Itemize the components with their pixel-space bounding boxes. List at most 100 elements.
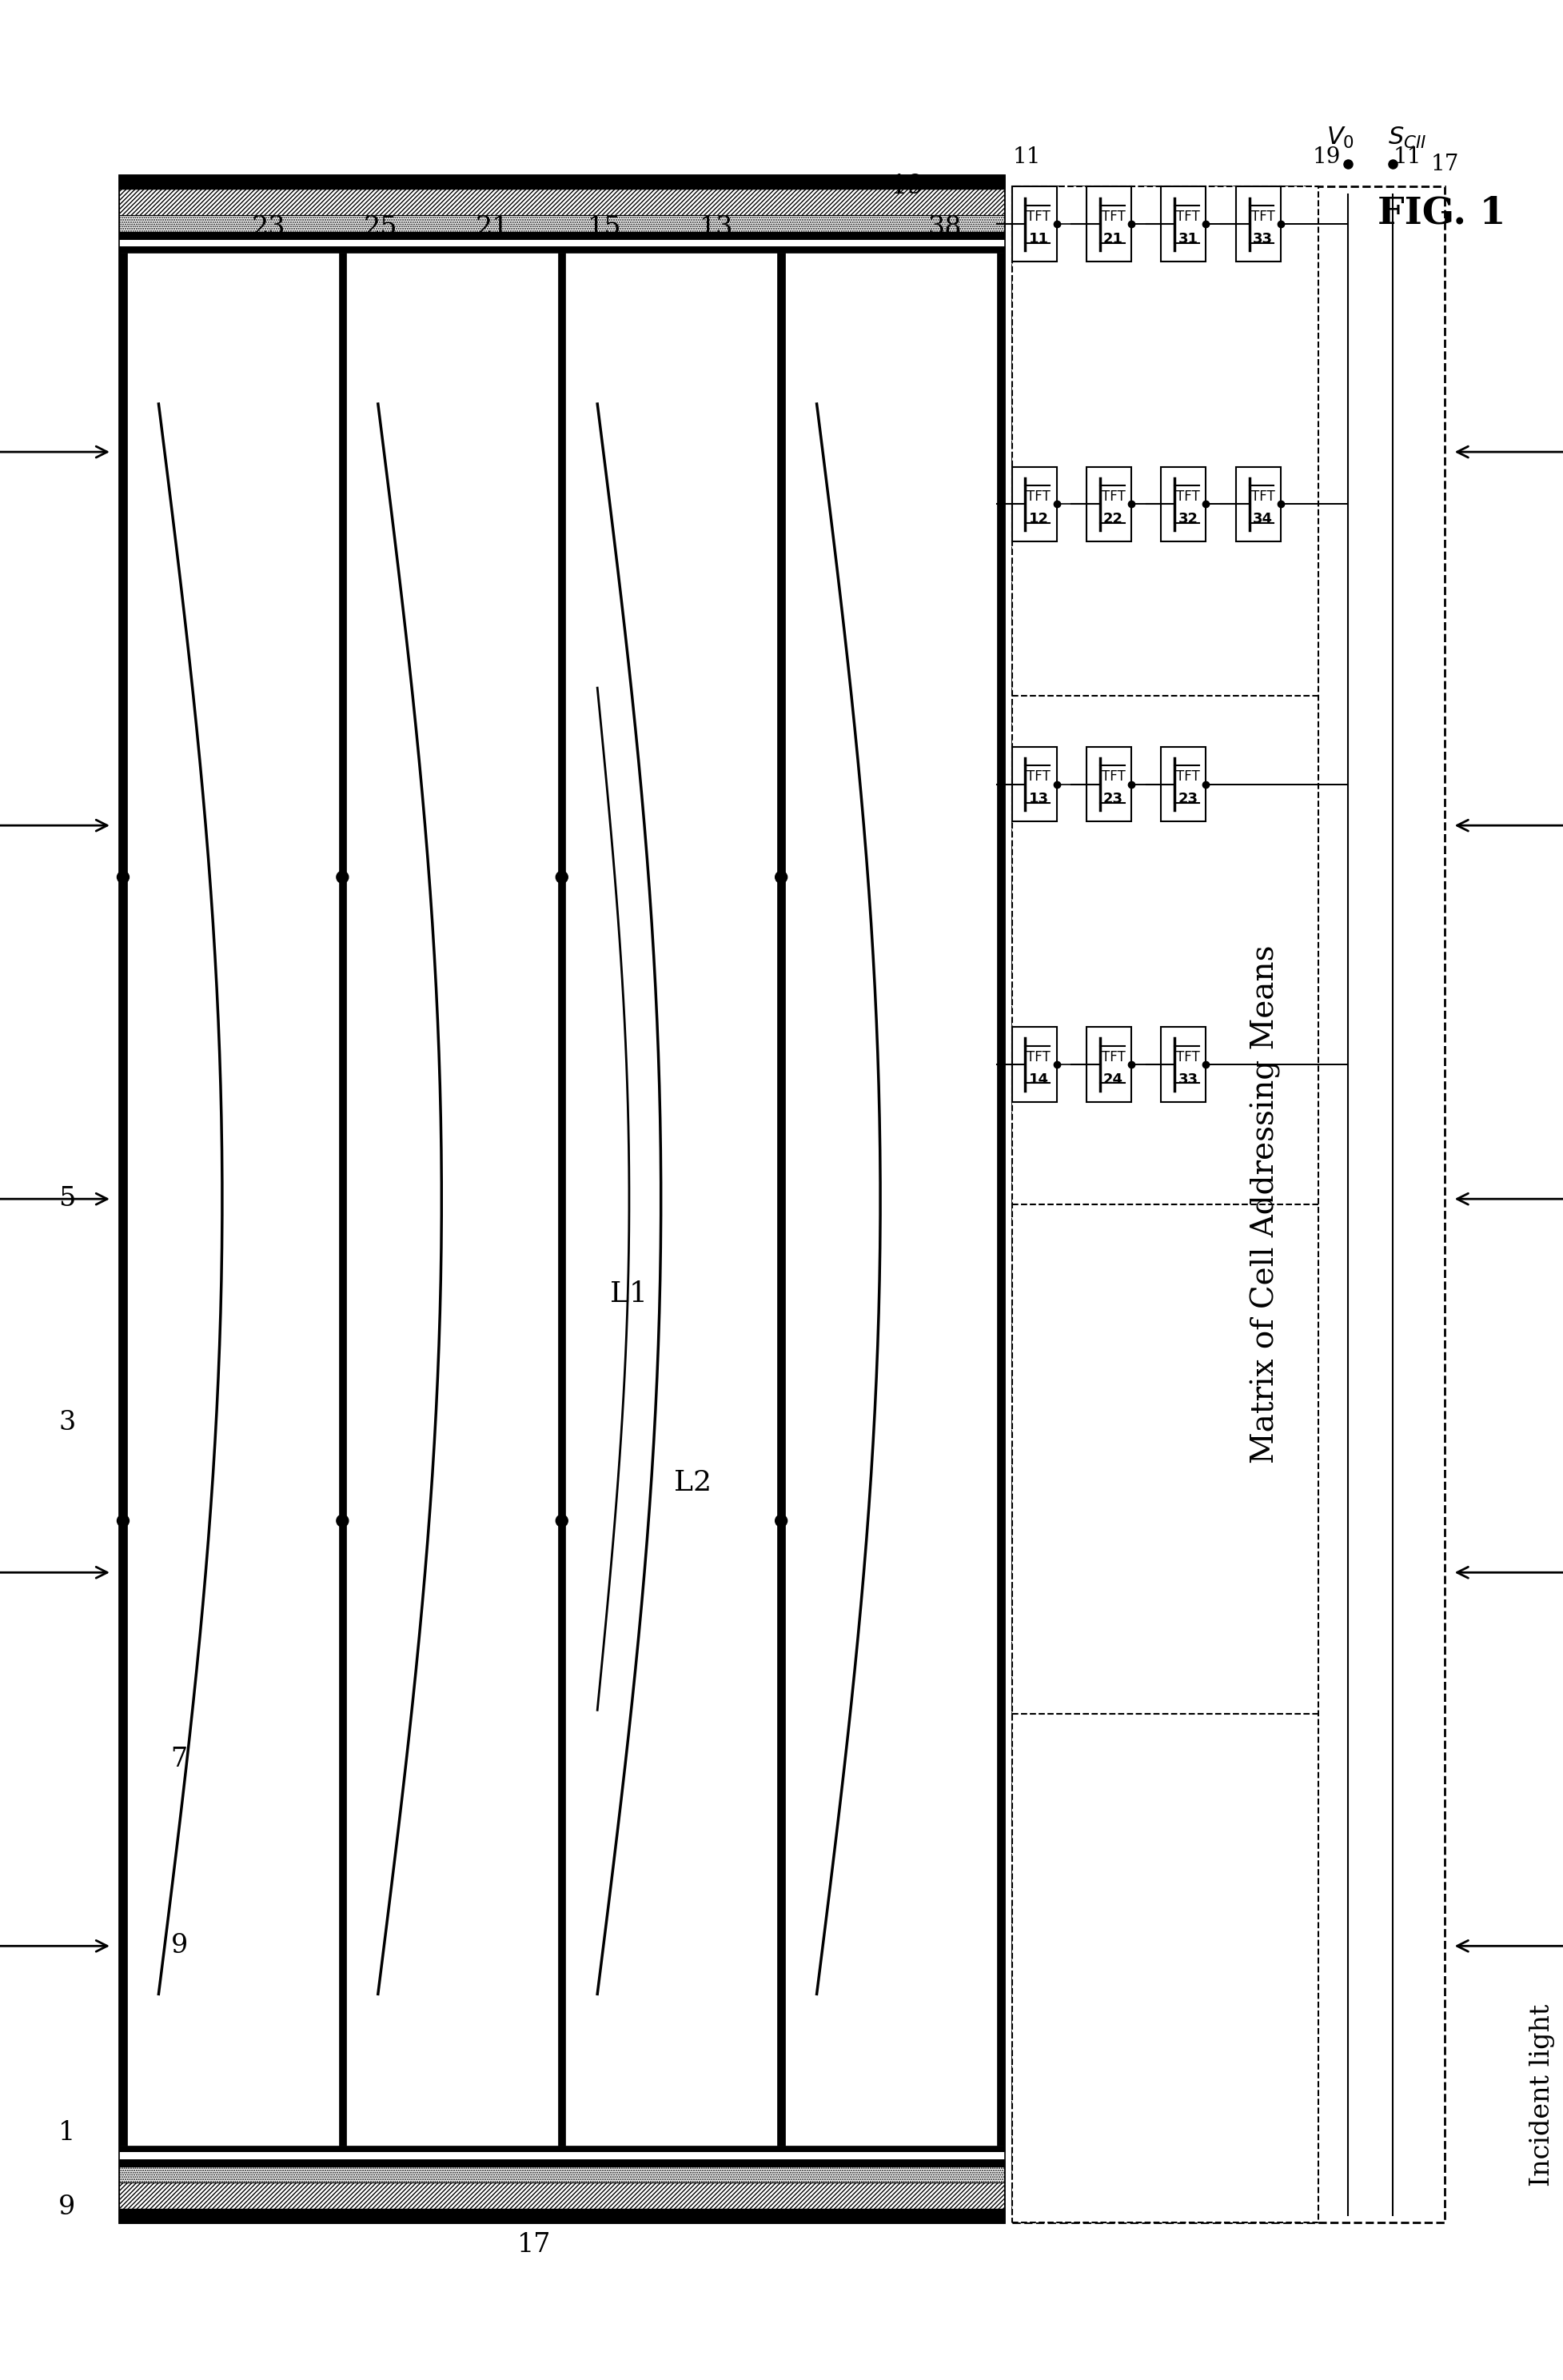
Text: TFT: TFT [1027,769,1050,783]
Bar [127,252,339,443]
Text: 33: 33 [1179,1073,1197,1088]
Text: 22: 22 [1103,512,1124,526]
Bar [119,2152,1005,2159]
Bar [777,252,785,2144]
Text: 1: 1 [58,2121,75,2144]
Text: TFT: TFT [1027,490,1050,505]
Text: 24: 24 [1103,1073,1124,1088]
Bar [566,252,777,443]
Text: TFT: TFT [1102,1050,1125,1064]
Text: 19: 19 [1311,145,1341,167]
Text: 17: 17 [517,2232,550,2259]
Bar [119,2182,1005,2209]
Bar [119,2159,1005,2166]
Text: TFT: TFT [1102,490,1125,505]
Text: 3: 3 [58,1411,75,1435]
Bar [119,188,1005,214]
Bar [1236,186,1280,262]
Bar [127,1956,339,2144]
Bar [558,252,566,2144]
Bar [119,176,1005,188]
Bar [347,252,558,2144]
Bar [119,214,1005,231]
Text: TFT: TFT [1175,209,1200,224]
Bar [1236,466,1280,543]
Text: L2: L2 [674,1468,711,1497]
Circle shape [775,1514,788,1526]
Text: TFT: TFT [1250,490,1274,505]
Text: 34: 34 [1252,512,1272,526]
Bar [1086,1028,1132,1102]
Bar [339,252,347,2144]
Bar [566,1956,777,2144]
Bar [119,2144,1005,2152]
Text: 23: 23 [252,214,286,240]
Text: TFT: TFT [1250,209,1274,224]
Text: 23: 23 [1179,793,1197,807]
Bar [1161,747,1207,821]
Text: L1: L1 [611,1280,649,1307]
Circle shape [556,871,567,883]
Text: TFT: TFT [1027,1050,1050,1064]
Bar [1086,466,1132,543]
Circle shape [556,1514,567,1526]
Bar [119,2209,1005,2223]
Circle shape [775,871,788,883]
Bar [997,252,1005,2144]
Bar [1011,1028,1057,1102]
Circle shape [117,871,130,883]
Bar [1086,747,1132,821]
Text: 25: 25 [364,214,399,240]
Text: 11: 11 [1028,231,1049,245]
Bar [1011,186,1444,2223]
Bar [1011,186,1318,2223]
Text: TFT: TFT [1102,209,1125,224]
Circle shape [336,1514,349,1526]
Circle shape [117,1514,130,1526]
Text: 13: 13 [1028,793,1049,807]
Text: 17: 17 [1430,155,1460,176]
Bar [1011,747,1057,821]
Text: 19: 19 [891,174,924,200]
Text: 14: 14 [1028,1073,1049,1088]
Text: Incident light: Incident light [1529,2004,1555,2187]
Text: FIG. 1: FIG. 1 [1377,195,1507,231]
Text: $V_0$: $V_0$ [1327,126,1355,150]
Bar [1161,1028,1207,1102]
Text: TFT: TFT [1175,769,1200,783]
Text: TFT: TFT [1102,769,1125,783]
Bar [119,252,127,2144]
Text: 11: 11 [1013,145,1041,167]
Bar [127,252,339,2144]
Text: 11: 11 [1394,145,1422,167]
Bar [347,252,558,443]
Bar [1086,186,1132,262]
Bar [1161,466,1207,543]
Text: 33: 33 [1252,231,1272,245]
Text: TFT: TFT [1175,1050,1200,1064]
Text: 7: 7 [170,1747,188,1773]
Text: $S_{CII}$: $S_{CII}$ [1388,126,1427,150]
Text: 23: 23 [1103,793,1124,807]
Bar [347,1956,558,2144]
Text: 9: 9 [58,2194,75,2221]
Text: TFT: TFT [1175,490,1200,505]
Text: 21: 21 [475,214,510,240]
Text: 9: 9 [170,1933,188,1959]
Text: Matrix of Cell Addressing Means: Matrix of Cell Addressing Means [1250,945,1282,1464]
Bar [119,248,1005,252]
Text: 32: 32 [1179,512,1197,526]
Bar [785,252,997,2144]
Bar [119,2166,1005,2182]
Bar [119,231,1005,238]
Bar [1011,186,1057,262]
Text: 12: 12 [1028,512,1049,526]
Bar [566,252,777,2144]
Text: 21: 21 [1103,231,1124,245]
Circle shape [336,871,349,883]
Text: 5: 5 [58,1185,75,1211]
Text: 13: 13 [700,214,733,240]
Text: 31: 31 [1179,231,1197,245]
Bar [119,238,1005,248]
Bar [1011,466,1057,543]
